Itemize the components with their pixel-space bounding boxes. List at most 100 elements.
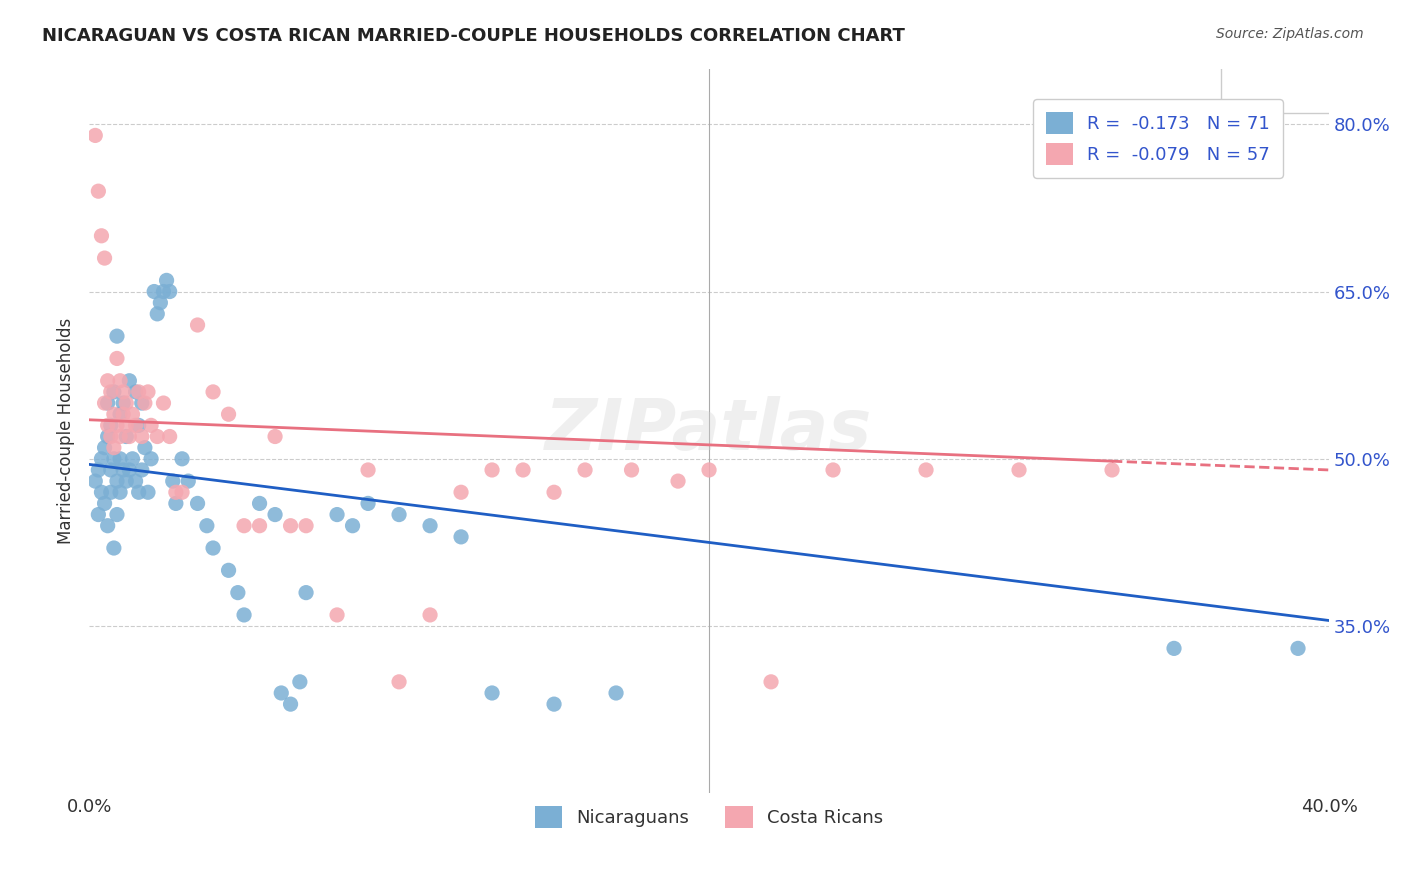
Point [226,585,249,599]
Point [128,384,150,399]
Point [249,496,271,510]
Point [620,463,643,477]
Point [155,273,177,287]
Point [134,396,156,410]
Point [87,508,110,522]
Point [100,429,122,443]
Point [87,463,110,477]
Point [108,374,131,388]
Point [124,384,146,399]
Point [97,418,120,433]
Point [1008,463,1031,477]
Point [162,474,184,488]
Point [97,374,120,388]
Point [233,607,256,622]
Point [105,508,128,522]
Point [93,251,115,265]
Point [264,429,287,443]
Point [84,474,107,488]
Point [915,463,938,477]
Point [342,518,364,533]
Point [112,407,135,421]
Point [108,485,131,500]
Point [118,374,141,388]
Point [159,285,181,299]
Point [139,451,162,466]
Point [84,128,107,143]
Point [543,697,565,711]
Point [103,407,125,421]
Point [187,496,209,510]
Point [87,184,110,198]
Text: NICARAGUAN VS COSTA RICAN MARRIED-COUPLE HOUSEHOLDS CORRELATION CHART: NICARAGUAN VS COSTA RICAN MARRIED-COUPLE… [42,27,905,45]
Point [821,463,844,477]
Point [112,463,135,477]
Point [218,407,240,421]
Text: ZIPatlas: ZIPatlas [546,396,873,466]
Point [105,418,128,433]
Point [105,474,128,488]
Point [131,463,153,477]
Point [97,396,120,410]
Point [202,384,225,399]
Point [388,674,411,689]
Point [146,307,169,321]
Point [103,384,125,399]
Point [90,228,112,243]
Point [170,485,193,500]
Point [90,451,112,466]
Point [264,508,287,522]
Point [233,518,256,533]
Point [108,451,131,466]
Point [105,351,128,366]
Point [108,407,131,421]
Point [543,485,565,500]
Point [152,285,174,299]
Point [118,463,141,477]
Point [574,463,596,477]
Point [118,429,141,443]
Point [115,429,138,443]
Point [280,697,302,711]
Point [143,285,166,299]
Point [1286,641,1309,656]
Y-axis label: Married-couple Households: Married-couple Households [58,318,75,544]
Point [666,474,689,488]
Point [97,518,120,533]
Point [136,485,159,500]
Point [165,496,187,510]
Text: Source: ZipAtlas.com: Source: ZipAtlas.com [1216,27,1364,41]
Point [112,396,135,410]
Point [100,384,122,399]
Point [450,530,472,544]
Point [124,474,146,488]
Point [90,485,112,500]
Point [128,418,150,433]
Point [1101,463,1123,477]
Point [280,518,302,533]
Point [295,518,318,533]
Point [326,607,349,622]
Point [481,686,503,700]
Point [134,441,156,455]
Point [481,463,503,477]
Point [121,451,143,466]
Point [131,396,153,410]
Point [357,463,380,477]
Point [103,541,125,555]
Point [108,429,131,443]
Point [131,429,153,443]
Point [605,686,627,700]
Point [100,418,122,433]
Point [170,451,193,466]
Point [697,463,720,477]
Point [419,518,441,533]
Point [100,485,122,500]
Point [115,474,138,488]
Point [103,451,125,466]
FancyBboxPatch shape [1220,0,1406,113]
Point [195,518,218,533]
Point [326,508,349,522]
Point [149,295,172,310]
Point [105,329,128,343]
